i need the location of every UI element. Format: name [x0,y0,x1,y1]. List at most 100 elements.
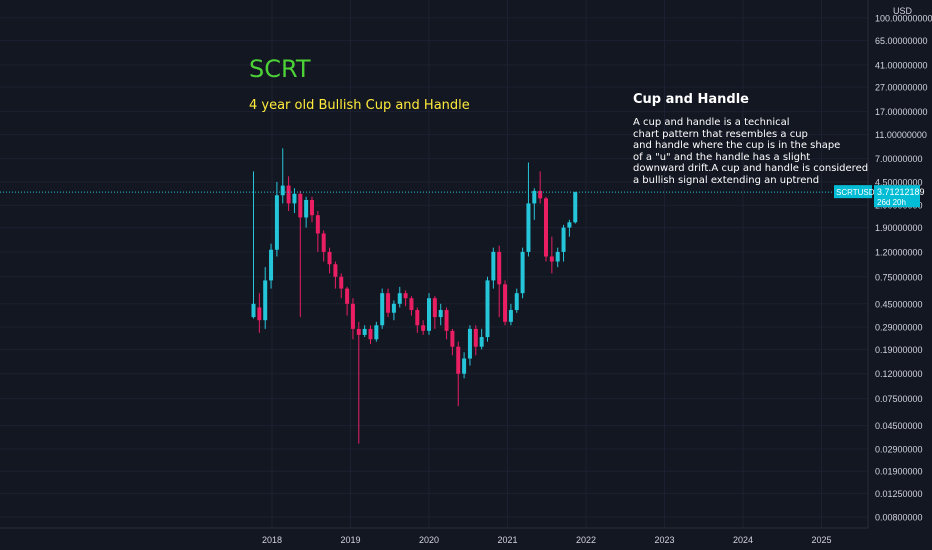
price-tick-label: 65.00000000 [875,36,928,46]
time-tick-label: 2021 [497,535,517,545]
candle-body [286,185,291,204]
price-tick-label: 0.07500000 [875,394,923,404]
price-tick-label: 4.50000000 [875,177,923,187]
candle-body [473,328,478,347]
candle-body [274,195,279,250]
candle-body [456,346,461,374]
symbol-title: SCRT [249,55,311,83]
candle-body [362,328,367,335]
candle-body [538,190,543,199]
candle-body [491,251,496,281]
candle-body [485,280,490,338]
time-tick-label: 2019 [340,535,360,545]
candle-body [544,198,548,257]
candle-body [310,200,314,216]
note-line: of a "u" and the handle has a slight [633,151,811,163]
candle-body [263,280,268,321]
price-badge-value: 3.71212189 [877,187,925,197]
candle-body [350,303,355,329]
candle-body [391,303,396,313]
candle-body [450,330,455,347]
candle-body [409,298,414,311]
price-tick-label: 0.02900000 [875,444,923,454]
price-tick-label: 0.19000000 [875,345,923,355]
time-axis[interactable]: 2018 2019 2020 2021 2022 2023 2024 2025 [0,527,932,550]
candle-body [532,190,537,204]
candle-body [520,251,525,294]
price-tick-label: 11.00000000 [875,130,927,140]
note-line: chart pattern that resembles a cup [633,128,808,140]
candle-body [292,193,297,204]
candle-body [397,293,402,304]
note-line: a bullish signal extending an uptrend [633,174,820,186]
price-tick-label: 1.90000000 [875,223,923,233]
candle-body [374,325,379,340]
candle-body [403,293,408,299]
time-tick-label: 2022 [576,535,596,545]
price-tick-label: 100.00000000 [875,13,932,23]
candle-body [567,222,572,228]
candle-body [549,256,554,262]
candle-body [427,298,431,331]
candle-body [251,303,256,318]
price-tick-label: 0.04500000 [875,421,923,431]
candle-body [380,293,385,326]
candle-body [345,288,350,304]
candle-body [315,215,320,234]
candle-body [561,227,566,252]
note-line: A cup and handle is a technical [633,117,790,128]
price-tick-label: 0.29000000 [875,323,923,333]
price-axis[interactable]: 100.00000000 65.00000000 41.00000000 27.000… [867,0,932,528]
time-tick-label: 2024 [733,535,753,545]
candle-body [503,284,508,322]
note-line: downward drift.A cup and handle is consi… [633,163,869,174]
price-tick-label: 17.00000000 [875,107,928,117]
price-tick-label: 0.12000000 [875,369,923,379]
price-axis-unit: USD [893,6,913,16]
symbol-subtitle: 4 year old Bullish Cup and Handle [249,98,470,113]
candle-body [462,358,467,374]
price-tick-label: 0.45000000 [875,299,923,309]
candle-body [508,310,513,322]
candle-body [497,251,502,285]
price-tick-label: 0.00800000 [875,513,923,523]
candle-body [415,310,420,326]
candle-body [555,251,560,262]
price-tick-label: 1.20000000 [875,247,923,257]
candle-body [257,307,262,321]
note-body: A cup and handle is a technical chart pa… [633,117,868,186]
candle-body [356,328,361,335]
candle-series [251,148,578,444]
candle-body [421,325,426,331]
price-tick-label: 7.00000000 [875,154,923,164]
candle-body [298,193,303,218]
candle-body [321,233,326,252]
candle-body [304,200,309,218]
candle-body [432,298,437,318]
candle-body [280,185,285,196]
price-tick-label: 41.00000000 [875,61,928,71]
candle-body [269,249,274,281]
symbol-badge-label: SCRTUSD [836,188,875,197]
symbol-badge [834,185,872,199]
candle-body [444,310,449,331]
candle-body [526,203,531,252]
candle-body [327,251,332,265]
time-tick-label: 2025 [811,535,831,545]
candle-body [467,328,472,359]
note-line: and handle where the cup is in the shape [633,140,841,151]
price-axis-background [868,0,932,528]
time-axis-background [0,528,932,550]
time-tick-label: 2023 [654,535,674,545]
price-badge-countdown: 26d 20h [877,198,906,207]
candle-body [438,310,443,318]
price-tick-label: 0.01250000 [875,489,923,499]
price-tick-label: 0.75000000 [875,272,923,282]
time-tick-label: 2018 [262,535,282,545]
candle-body [386,293,391,313]
candle-body [479,337,484,347]
candle-body [333,264,338,277]
